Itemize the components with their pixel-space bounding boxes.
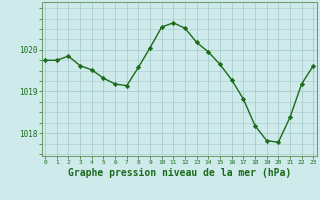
X-axis label: Graphe pression niveau de la mer (hPa): Graphe pression niveau de la mer (hPa) xyxy=(68,168,291,178)
